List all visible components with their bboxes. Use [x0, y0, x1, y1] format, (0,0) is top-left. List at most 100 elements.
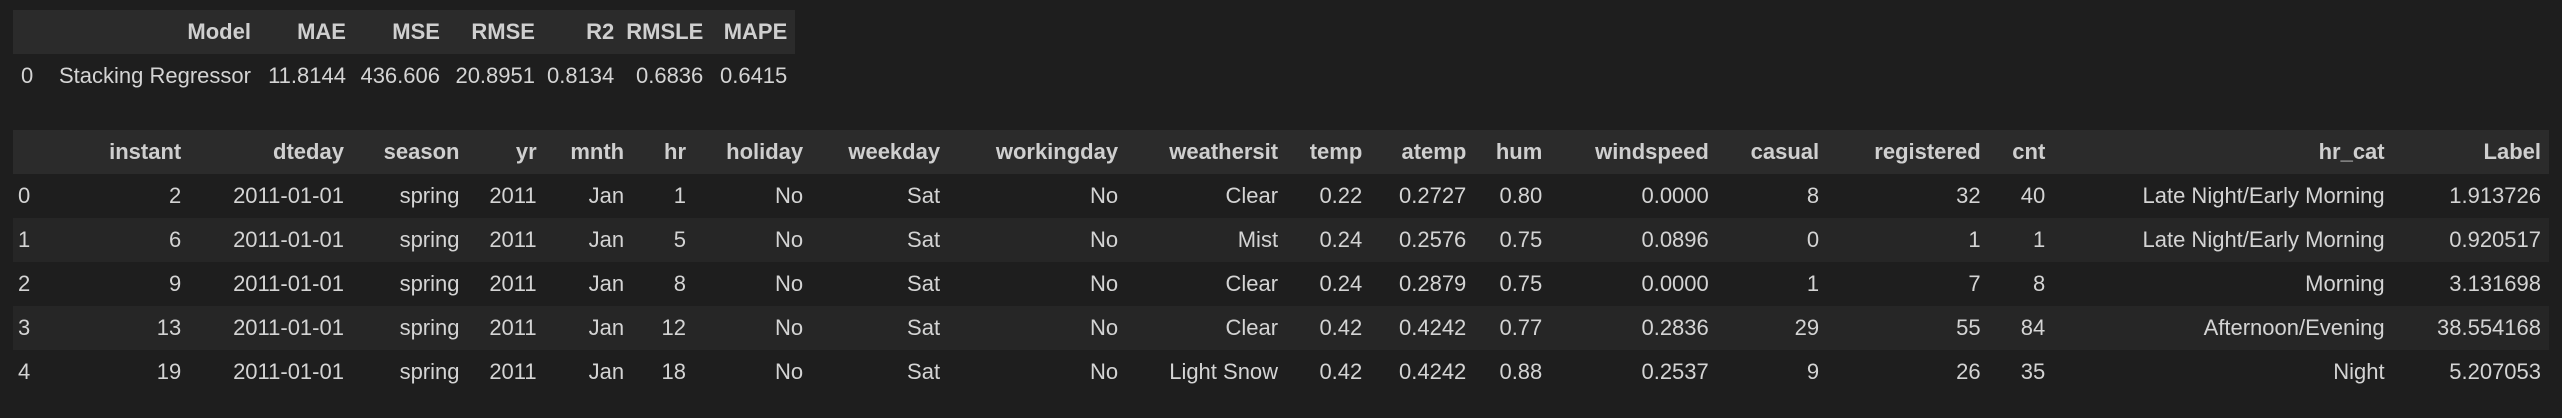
- cell-mnth: Jan: [588, 227, 625, 252]
- data-col-season: season: [383, 139, 460, 164]
- cell-yr: 2011: [489, 183, 537, 208]
- cell-holiday: No: [775, 315, 804, 340]
- table-row: 0 2 2011-01-01 spring 2011 Jan 1 No Sat No Clear 0.…: [13, 174, 2549, 218]
- metrics-cell-model: Stacking Regressor: [59, 63, 251, 88]
- cell-weathersit: Mist: [1237, 227, 1279, 252]
- data-col-dteday: dteday: [273, 139, 344, 164]
- cell-season: spring: [399, 271, 460, 296]
- cell-registered: 55: [1956, 315, 1981, 340]
- data-col-holiday: holiday: [726, 139, 804, 164]
- cell-atemp: 0.2879: [1399, 271, 1467, 296]
- metrics-table: Model MAE MSE RMSE R2 RMSLE MAPE 0 Stack…: [13, 10, 796, 98]
- cell-temp: 0.22: [1319, 183, 1363, 208]
- row-index: 0: [18, 183, 31, 208]
- cell-weathersit: Clear: [1225, 271, 1279, 296]
- metrics-cell-mae: 11.8144: [268, 63, 346, 88]
- data-col-yr: yr: [515, 139, 537, 164]
- cell-atemp: 0.4242: [1399, 359, 1467, 384]
- cell-dteday: 2011-01-01: [233, 359, 344, 384]
- cell-hr: 12: [661, 315, 687, 340]
- cell-Label: 3.131698: [2449, 271, 2541, 296]
- cell-hr-cat: Night: [2333, 359, 2385, 384]
- cell-temp: 0.42: [1319, 315, 1363, 340]
- data-col-hr: hr: [664, 139, 687, 164]
- metrics-header-row: Model MAE MSE RMSE R2 RMSLE MAPE: [13, 10, 796, 54]
- cell-dteday: 2011-01-01: [233, 183, 344, 208]
- cell-holiday: No: [775, 183, 804, 208]
- cell-instant: 6: [168, 227, 182, 252]
- cell-temp: 0.24: [1319, 227, 1363, 252]
- cell-mnth: Jan: [588, 315, 625, 340]
- cell-mnth: Jan: [588, 271, 625, 296]
- cell-cnt: 8: [2033, 271, 2046, 296]
- cell-hr-cat: Afternoon/Evening: [2203, 315, 2385, 340]
- cell-windspeed: 0.0000: [1641, 183, 1709, 208]
- cell-temp: 0.24: [1319, 271, 1363, 296]
- cell-mnth: Jan: [588, 183, 625, 208]
- cell-workingday: No: [1089, 271, 1119, 296]
- cell-holiday: No: [775, 227, 804, 252]
- cell-casual: 9: [1806, 359, 1820, 384]
- cell-mnth: Jan: [588, 359, 625, 384]
- data-col-instant: instant: [109, 139, 182, 164]
- metrics-col-rmsle: RMSLE: [626, 19, 704, 44]
- data-index-header: [13, 130, 63, 174]
- cell-instant: 2: [168, 183, 182, 208]
- metrics-index-header: [13, 10, 47, 54]
- data-col-cnt: cnt: [2012, 139, 2046, 164]
- table-row: 1 6 2011-01-01 spring 2011 Jan 5 No Sat No Mist 0.2…: [13, 218, 2549, 262]
- table-row: 4 19 2011-01-01 spring 2011 Jan 18 No Sat No Light…: [13, 350, 2549, 394]
- cell-Label: 5.207053: [2449, 359, 2541, 384]
- metrics-cell-r2: 0.8134: [546, 63, 615, 88]
- metrics-col-model: Model: [187, 19, 251, 44]
- data-col-casual: casual: [1750, 139, 1820, 164]
- cell-dteday: 2011-01-01: [233, 227, 344, 252]
- cell-casual: 0: [1806, 227, 1820, 252]
- data-header-row: instant dteday season yr mnth hr holiday weekda…: [13, 130, 2549, 174]
- cell-registered: 1: [1968, 227, 1981, 252]
- data-col-weekday: weekday: [848, 139, 941, 164]
- data-body: 0 2 2011-01-01 spring 2011 Jan 1 No Sat No Clear 0.…: [13, 174, 2549, 394]
- cell-workingday: No: [1089, 315, 1119, 340]
- cell-hr: 5: [673, 227, 687, 252]
- metrics-row-index: 0: [21, 63, 34, 88]
- metrics-col-mae: MAE: [297, 19, 346, 44]
- cell-season: spring: [399, 183, 460, 208]
- data-col-Label: Label: [2483, 139, 2541, 164]
- cell-holiday: No: [775, 359, 804, 384]
- cell-hr-cat: Late Night/Early Morning: [2142, 183, 2385, 208]
- row-index: 2: [18, 271, 31, 296]
- cell-hum: 0.77: [1499, 315, 1543, 340]
- data-col-hum: hum: [1495, 139, 1543, 164]
- cell-weekday: Sat: [907, 183, 941, 208]
- cell-season: spring: [399, 315, 460, 340]
- cell-weekday: Sat: [907, 359, 941, 384]
- cell-weathersit: Light Snow: [1169, 359, 1279, 384]
- cell-cnt: 35: [2020, 359, 2046, 384]
- cell-hum: 0.75: [1499, 271, 1543, 296]
- cell-atemp: 0.2727: [1399, 183, 1467, 208]
- cell-yr: 2011: [489, 271, 537, 296]
- cell-hr-cat: Late Night/Early Morning: [2142, 227, 2385, 252]
- row-index: 3: [18, 315, 31, 340]
- metrics-col-mape: MAPE: [723, 19, 788, 44]
- cell-weekday: Sat: [907, 315, 941, 340]
- data-col-temp: temp: [1309, 139, 1363, 164]
- cell-Label: 1.913726: [2449, 183, 2541, 208]
- cell-hum: 0.88: [1499, 359, 1543, 384]
- cell-cnt: 1: [2033, 227, 2046, 252]
- metrics-col-r2: R2: [586, 19, 615, 44]
- cell-yr: 2011: [489, 359, 537, 384]
- cell-workingday: No: [1089, 183, 1119, 208]
- cell-season: spring: [399, 227, 460, 252]
- data-col-mnth: mnth: [570, 139, 625, 164]
- cell-cnt: 40: [2020, 183, 2046, 208]
- cell-temp: 0.42: [1319, 359, 1363, 384]
- cell-windspeed: 0.0000: [1641, 271, 1709, 296]
- metrics-cell-mape: 0.6415: [719, 63, 788, 88]
- cell-yr: 2011: [489, 315, 537, 340]
- cell-holiday: No: [775, 271, 804, 296]
- cell-instant: 13: [156, 315, 182, 340]
- cell-hum: 0.80: [1499, 183, 1543, 208]
- cell-hum: 0.75: [1499, 227, 1543, 252]
